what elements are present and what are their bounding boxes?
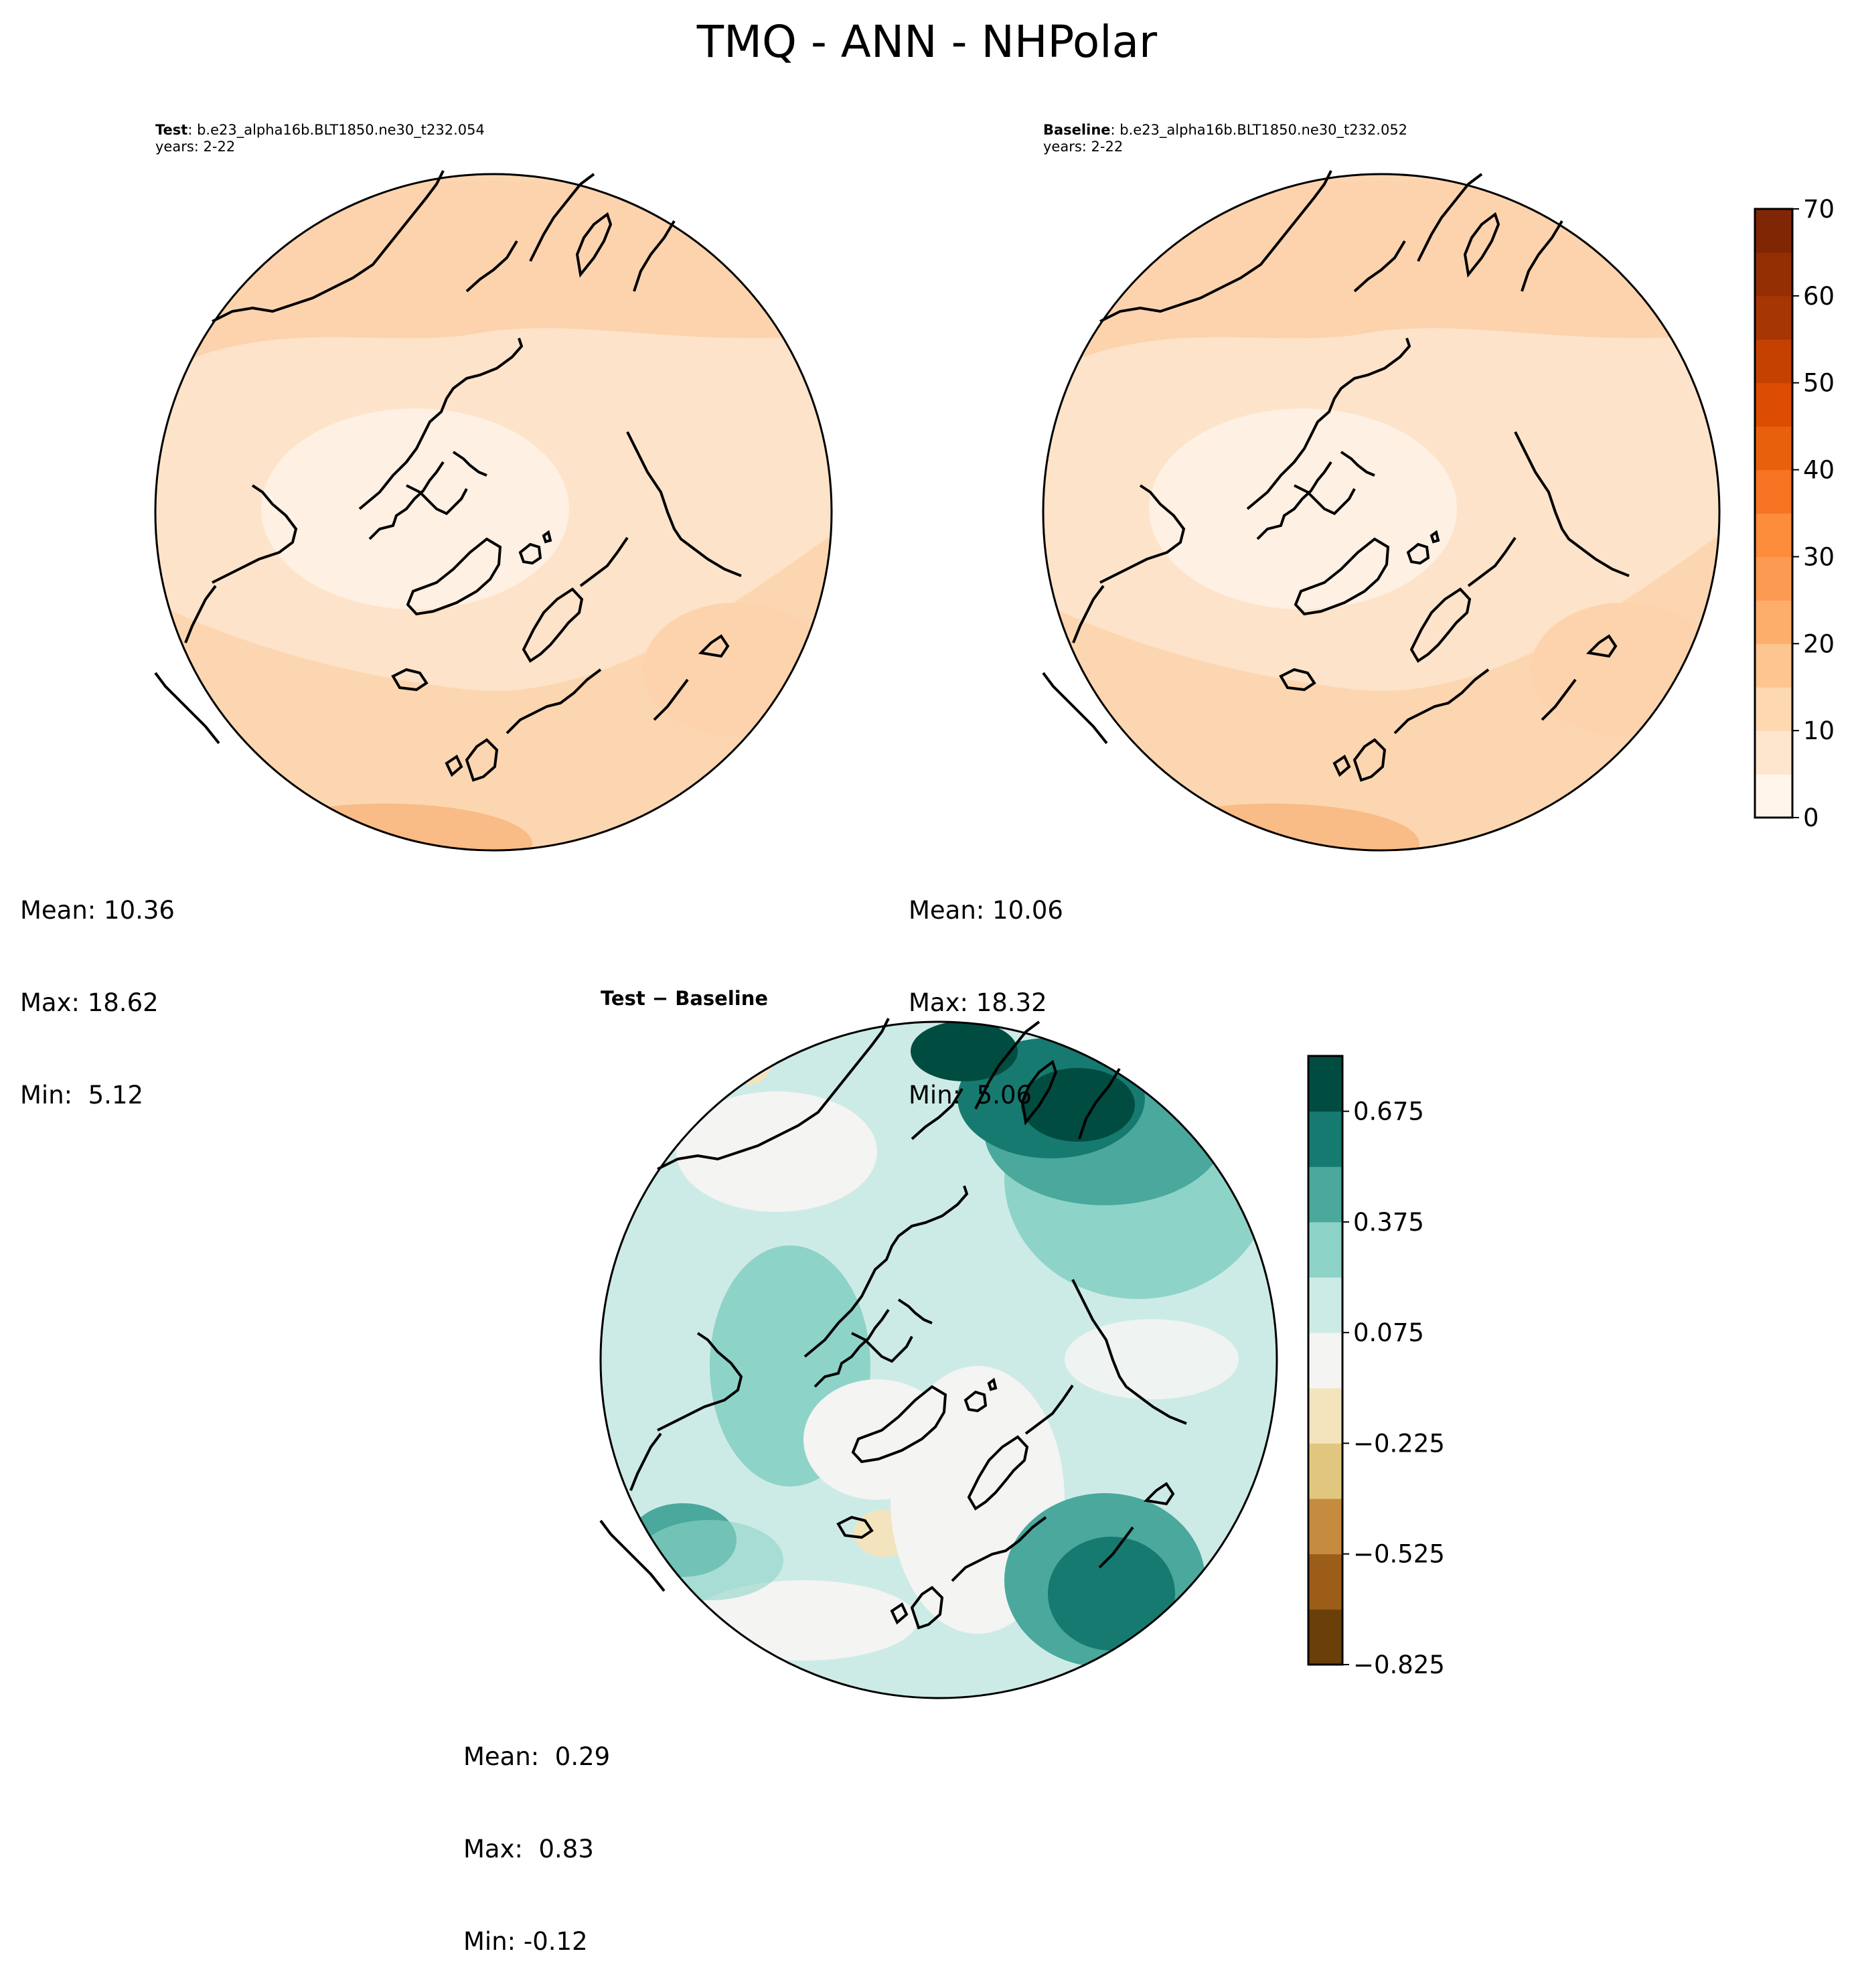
colorbar-tmq-tick-label: 50 <box>1803 369 1835 398</box>
colorbar-tmq-segment <box>1755 731 1792 775</box>
colorbar-tmq-frame <box>1754 208 1794 819</box>
colorbar-tmq-segment <box>1755 556 1792 601</box>
colorbar-tmq: 0 10 20 30 40 50 60 70 <box>1754 195 1835 832</box>
colorbar-diff-tick-label: 0.375 <box>1353 1208 1424 1237</box>
colorbar-tmq-segment <box>1755 339 1792 384</box>
colorbar-diff-frame <box>1307 1055 1344 1666</box>
colorbar-diff: −0.825 −0.525 −0.225 0.075 0.375 0.675 <box>1307 1055 1445 1679</box>
baseline-mean: Mean: 10.06 <box>909 896 1063 925</box>
baseline-case-name: : b.e23_alpha16b.BLT1850.ne30_t232.052 <box>1110 122 1408 138</box>
test-case-name: : b.e23_alpha16b.BLT1850.ne30_t232.054 <box>187 122 485 138</box>
colorbar-tmq-segment <box>1755 513 1792 557</box>
colorbar-tmq-tick-label: 10 <box>1803 716 1835 745</box>
test-label: Test <box>155 122 188 138</box>
test-years: years: 2-22 <box>155 139 236 155</box>
baseline-max: Max: 18.32 <box>909 988 1047 1017</box>
colorbar-tmq-segment <box>1755 774 1792 818</box>
colorbar-diff-segment <box>1308 1277 1342 1333</box>
baseline-years: years: 2-22 <box>1043 139 1124 155</box>
colorbar-diff-segment <box>1308 1221 1342 1278</box>
baseline-stats: Mean: 10.06 Max: 18.32 Min: 5.06 <box>909 834 1063 1142</box>
colorbar-tmq-tick-label: 20 <box>1803 629 1835 658</box>
test-panel-title: Test: b.e23_alpha16b.BLT1850.ne30_t232.0… <box>155 121 485 139</box>
colorbar-tmq-segment <box>1755 382 1792 427</box>
baseline-panel-title: Baseline: b.e23_alpha16b.BLT1850.ne30_t2… <box>1043 121 1407 139</box>
test-max: Max: 18.62 <box>20 988 159 1017</box>
colorbar-diff-tick-label: −0.525 <box>1353 1540 1445 1569</box>
colorbar-tmq-segment <box>1755 209 1792 253</box>
colorbar-tmq-tick-label: 30 <box>1803 542 1835 571</box>
colorbar-diff-segment <box>1308 1443 1342 1499</box>
colorbar-diff-segment <box>1308 1056 1342 1112</box>
diff-panel-title: Test − Baseline <box>601 987 769 1010</box>
colorbar-tmq-segment <box>1755 687 1792 731</box>
colorbar-diff-segment <box>1308 1387 1342 1444</box>
colorbar-diff-tick-label: 0.675 <box>1353 1097 1424 1126</box>
diff-stats: Mean: 0.29 Max: 0.83 Min: -0.12 <box>463 1680 610 1988</box>
colorbar-tmq-segment <box>1755 643 1792 688</box>
colorbar-diff-segment <box>1308 1332 1342 1389</box>
test-min: Min: 5.12 <box>20 1081 144 1110</box>
colorbar-diff-segment <box>1308 1609 1342 1665</box>
colorbar-tmq-segment <box>1755 295 1792 340</box>
colorbar-diff-segment <box>1308 1553 1342 1610</box>
colorbar-tmq-tick-label: 40 <box>1803 456 1835 485</box>
colorbar-diff-tick-label: −0.825 <box>1353 1651 1445 1679</box>
figure-canvas: 0 10 20 30 40 50 60 70 −0.825 −0.525 −0.225 0.075 0… <box>154 169 1835 1699</box>
colorbar-diff-tick-label: −0.225 <box>1353 1429 1445 1458</box>
colorbar-tmq-segment <box>1755 426 1792 471</box>
colorbar-tmq-segment <box>1755 252 1792 297</box>
test-stats: Mean: 10.36 Max: 18.62 Min: 5.12 <box>20 834 175 1142</box>
diff-min: Min: -0.12 <box>463 1927 588 1956</box>
baseline-label: Baseline <box>1043 122 1111 138</box>
colorbar-diff-tick-label: 0.075 <box>1353 1318 1424 1347</box>
colorbar-tmq-tick-label: 60 <box>1803 282 1835 311</box>
colorbar-tmq-tick-label: 0 <box>1803 804 1819 832</box>
baseline-min: Min: 5.06 <box>909 1081 1032 1110</box>
diff-max: Max: 0.83 <box>463 1835 594 1863</box>
diff-map <box>599 1017 1278 1699</box>
diff-mean: Mean: 0.29 <box>463 1742 611 1771</box>
figure-title: TMQ - ANN - NHPolar <box>696 16 1158 68</box>
baseline-map <box>1042 169 1721 852</box>
colorbar-tmq-segment <box>1755 600 1792 644</box>
test-map <box>154 169 833 852</box>
colorbar-tmq-segment <box>1755 469 1792 514</box>
colorbar-diff-segment <box>1308 1111 1342 1167</box>
colorbar-diff-segment <box>1308 1499 1342 1555</box>
colorbar-diff-segment <box>1308 1166 1342 1223</box>
colorbar-tmq-tick-label: 70 <box>1803 195 1835 224</box>
test-mean: Mean: 10.36 <box>20 896 175 925</box>
